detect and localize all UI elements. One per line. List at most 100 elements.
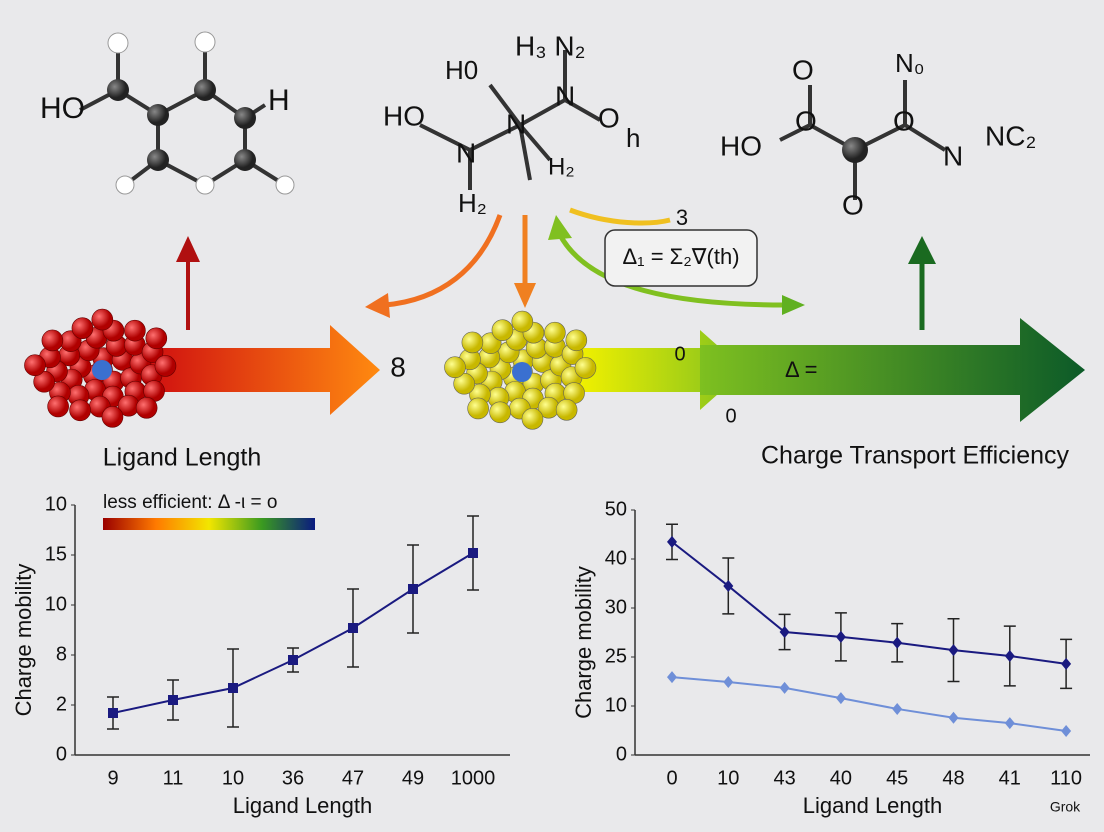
marker [408, 584, 418, 594]
y-tick-label: 0 [616, 743, 627, 765]
diagram-label: NC₂ [985, 120, 1036, 151]
x-tick-label: 48 [942, 767, 964, 789]
marker [948, 644, 959, 657]
line [671, 541, 1067, 665]
atom [453, 372, 475, 395]
diagram-label: O [795, 105, 817, 136]
y-tick-label: 10 [45, 493, 67, 515]
atom [565, 329, 588, 352]
marker [948, 711, 959, 724]
y-tick-label: 30 [605, 596, 627, 618]
diagram-label: H₂ [548, 153, 575, 180]
atom [544, 321, 566, 344]
diagram-label: h [626, 123, 640, 153]
marker [835, 630, 846, 643]
atom [444, 356, 466, 379]
diagram-label: H₃ N₂ [515, 30, 586, 61]
x-tick-label: 11 [163, 767, 184, 789]
diagram-label: 3 [676, 205, 688, 230]
diagram-label: H [268, 84, 290, 117]
diagram-label: H₂ [458, 188, 487, 218]
diagram-label: N [555, 80, 575, 111]
marker [1061, 724, 1072, 737]
atom [489, 401, 511, 424]
line [671, 676, 1067, 732]
marker [1004, 650, 1015, 663]
x-tick-label: 10 [717, 767, 739, 789]
diagram-label: Ligand Length [103, 444, 261, 472]
core-atom [512, 362, 532, 382]
x-tick-label: 49 [402, 767, 424, 789]
marker [108, 708, 118, 718]
atom [135, 397, 158, 419]
atom [124, 319, 146, 342]
diagram-label: 0 [725, 405, 736, 427]
marker [779, 626, 790, 639]
atom [521, 408, 544, 430]
atom [574, 357, 597, 379]
diagram-label: O [842, 189, 864, 220]
diagram-label: N₀ [895, 48, 925, 78]
diagram-label: HO [720, 130, 762, 161]
atom [33, 370, 55, 393]
atom [491, 319, 514, 341]
marker [1061, 657, 1072, 670]
atom [69, 399, 91, 422]
x-tick-label: 45 [886, 767, 908, 789]
atom [41, 329, 64, 352]
marker [228, 683, 238, 693]
marker [835, 692, 846, 705]
atom [91, 308, 114, 331]
diagram-label: H0 [445, 55, 478, 85]
marker [468, 548, 478, 558]
y-tick-label: 8 [56, 643, 67, 665]
y-tick-label: 2 [56, 693, 67, 715]
diagram-label: HO [383, 100, 425, 131]
marker [892, 702, 903, 715]
atom [145, 327, 168, 350]
x-tick-label: 41 [999, 767, 1021, 789]
x-tick-label: 9 [107, 767, 118, 789]
legend-colorbar [103, 518, 315, 530]
y-tick-label: 10 [45, 593, 67, 615]
diagram-label: Grok [1050, 799, 1081, 815]
x-tick-label: 47 [342, 767, 364, 789]
marker [348, 623, 358, 633]
atom [511, 310, 534, 333]
diagram-label: N [506, 108, 526, 139]
x-tick-label: 1000 [451, 767, 496, 789]
diagram-label: Δ = [785, 357, 817, 382]
atom [47, 395, 69, 418]
diagram-label: HO [40, 92, 85, 125]
x-axis-label: Ligand Length [233, 793, 372, 818]
marker [288, 655, 298, 665]
atom [101, 406, 124, 428]
diagram-label: 0 [674, 343, 685, 365]
x-tick-label: 40 [830, 767, 852, 789]
marker [723, 675, 734, 688]
y-tick-label: 0 [56, 743, 67, 765]
marker [892, 636, 903, 649]
core-atom [92, 360, 112, 380]
diagram-shapes [24, 31, 1085, 430]
y-tick-label: 50 [605, 498, 627, 520]
x-tick-label: 0 [666, 767, 677, 789]
diagram-label: O [893, 105, 915, 136]
marker [779, 681, 790, 694]
legend-text: less efficient: Δ -ι = o [103, 492, 277, 513]
diagram-label: 8 [390, 351, 406, 382]
x-axis-label: Ligand Length [803, 793, 942, 818]
diagram-label: N [943, 140, 963, 171]
diagram-label: Charge Transport Efficiency [761, 442, 1070, 470]
marker [723, 579, 734, 592]
x-tick-label: 43 [773, 767, 795, 789]
marker [667, 671, 677, 684]
atom [71, 317, 94, 339]
atom [555, 399, 578, 421]
diagram-label: N [456, 137, 476, 168]
y-tick-label: 40 [605, 547, 627, 569]
marker [168, 695, 178, 705]
diagram-label: Δ₁ = Σ₂∇(th) [622, 244, 739, 269]
atom [24, 354, 46, 377]
